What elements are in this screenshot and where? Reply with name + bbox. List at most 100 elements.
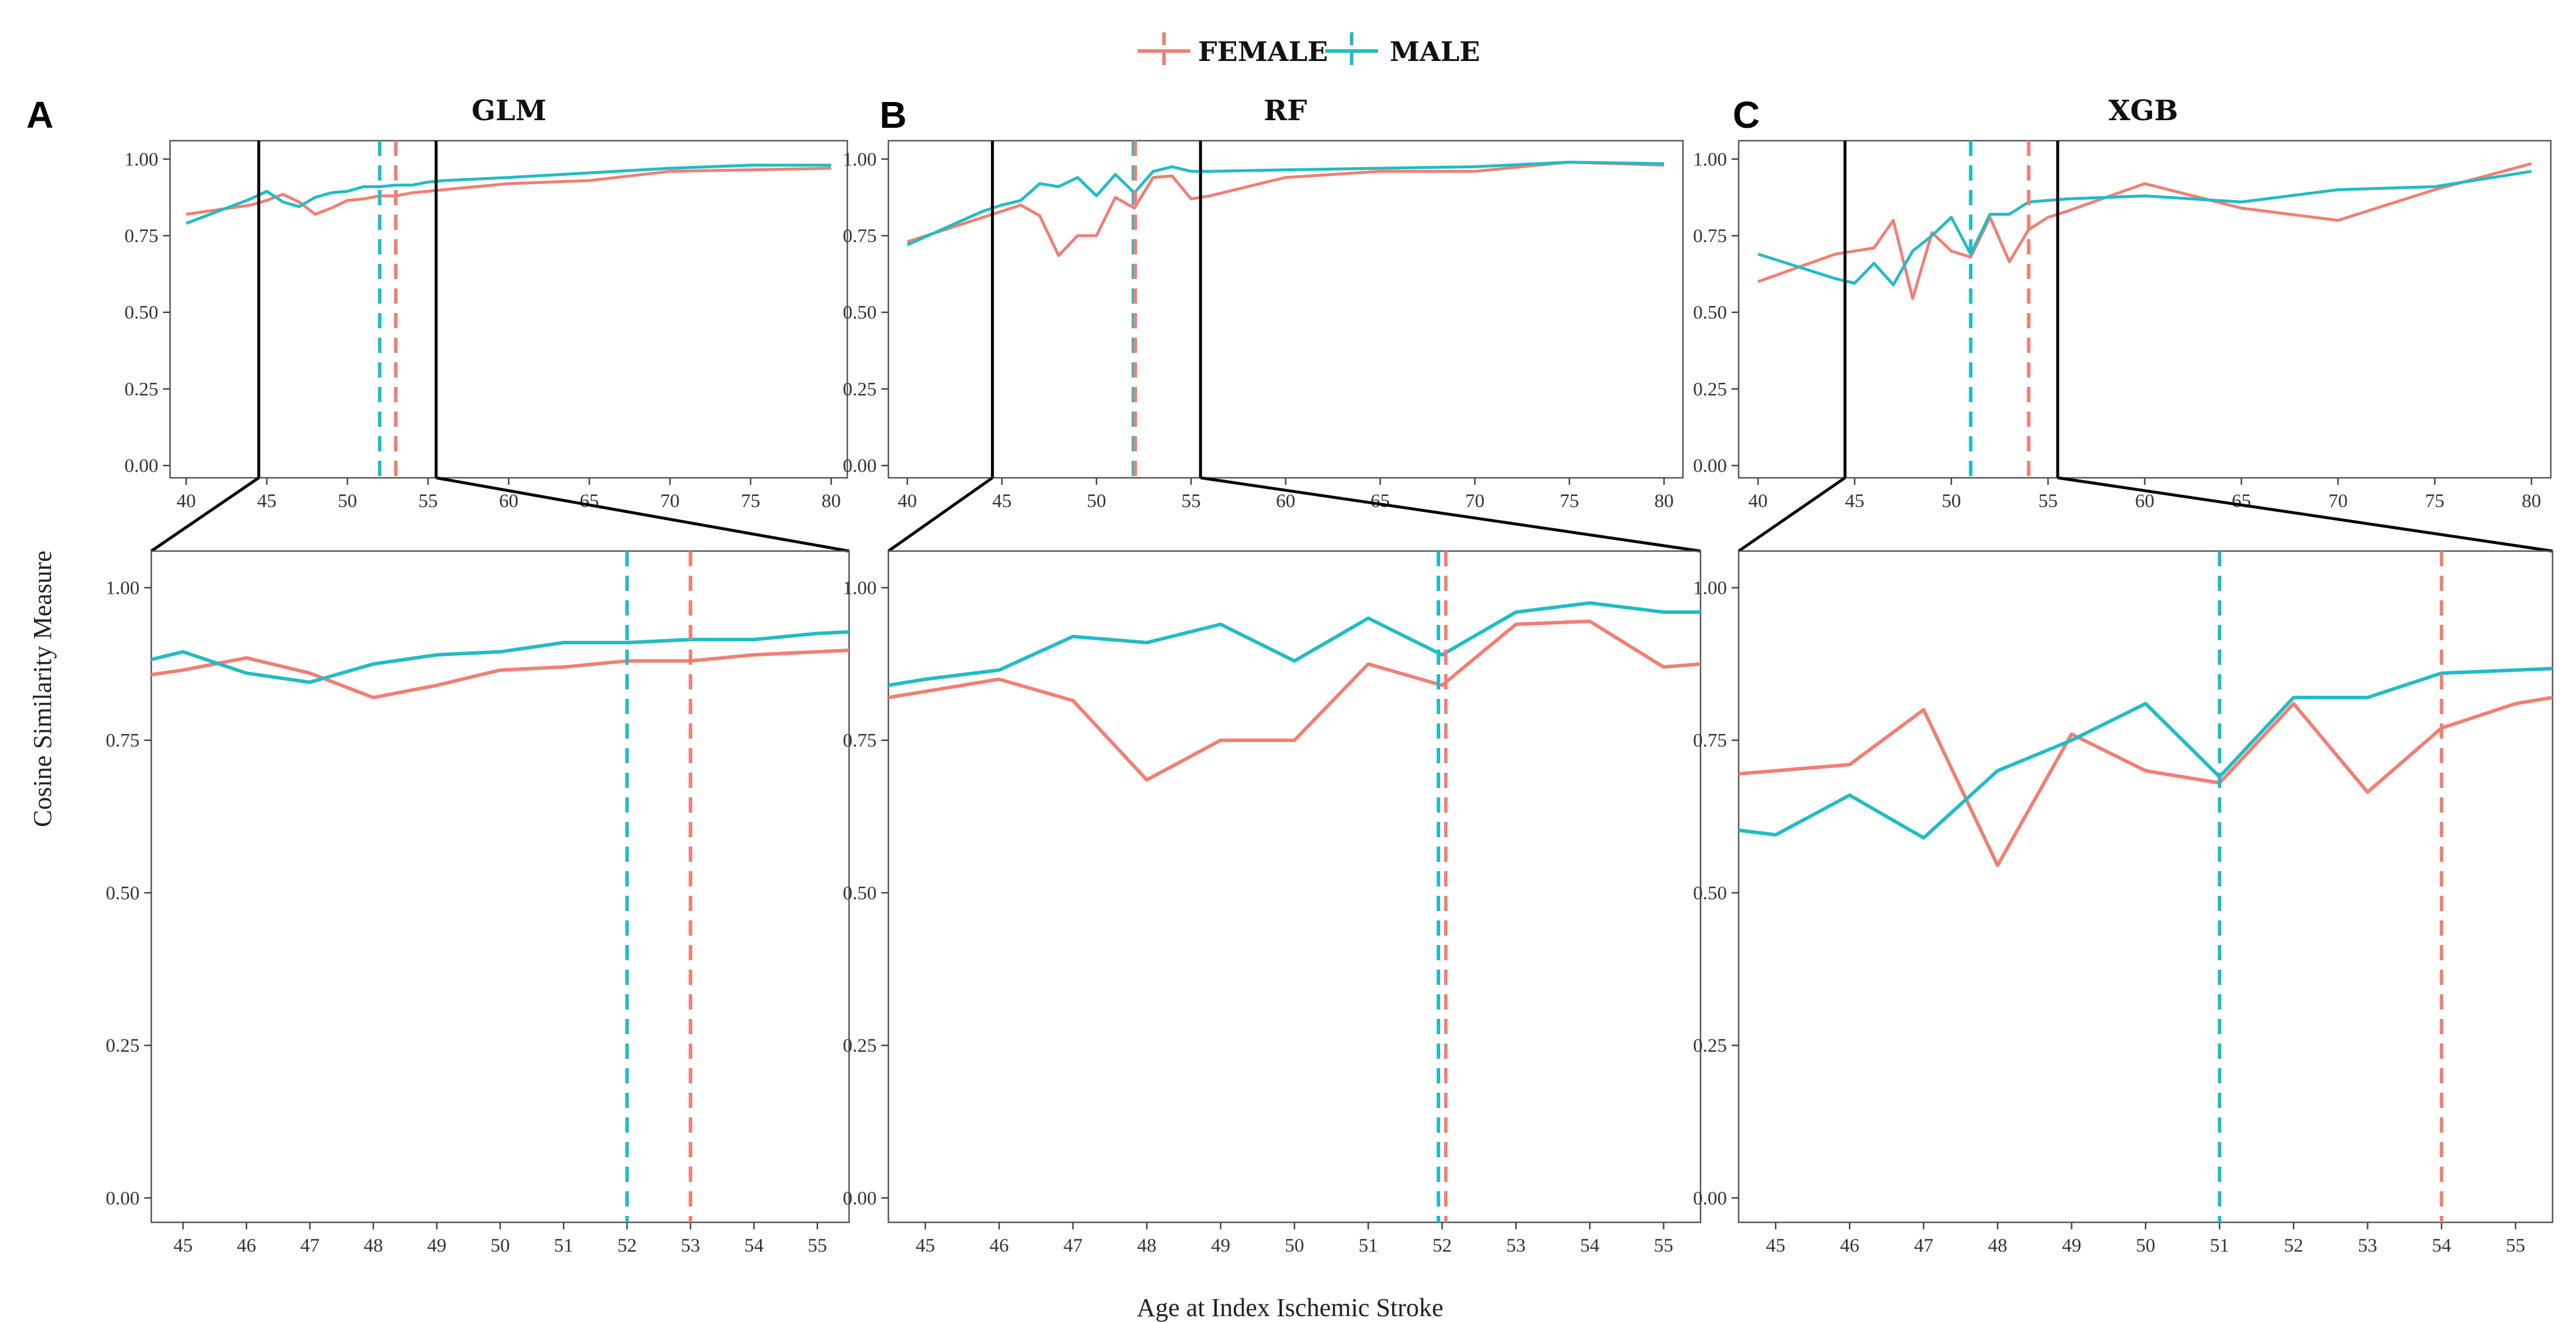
overview-xtick-label: 70 [1465, 491, 1485, 512]
overview-xtick-label: 65 [1370, 491, 1390, 512]
zoom-xtick-label: 54 [2432, 1235, 2451, 1256]
overview-xtick-label: 50 [338, 491, 357, 512]
overview-xtick-label: 55 [1182, 491, 1201, 512]
overview-line-male [907, 161, 1664, 246]
zoom-xtick-label: 49 [2062, 1235, 2081, 1256]
overview-ytick-label: 0.00 [843, 456, 877, 477]
zoom-ytick-label: 0.00 [106, 1188, 140, 1209]
zoom-ytick-label: 0.75 [843, 730, 877, 752]
zoom-xtick-label: 50 [2136, 1235, 2156, 1256]
zoom-xtick-label: 55 [1654, 1235, 1674, 1256]
zoom-ytick-label: 0.25 [843, 1035, 877, 1056]
zoom-ytick-label: 0.25 [106, 1035, 140, 1056]
panel-title: GLM [471, 94, 547, 127]
overview-xtick-label: 65 [2232, 491, 2251, 512]
zoom-xtick-label: 55 [2506, 1235, 2525, 1256]
zoom-xtick-label: 47 [300, 1235, 320, 1256]
overview-xtick-label: 45 [992, 491, 1012, 512]
zoom-ytick-label: 0.50 [843, 883, 877, 904]
x-axis-label: Age at Index Ischemic Stroke [1137, 1293, 1444, 1322]
panel-letter: C [1733, 94, 1760, 136]
zoom-ytick-label: 0.75 [1693, 730, 1727, 752]
overview-ytick-label: 1.00 [124, 149, 158, 170]
overview-xtick-label: 55 [419, 491, 438, 512]
overview-xtick-label: 45 [1845, 491, 1864, 512]
overview-ytick-label: 0.75 [124, 226, 158, 247]
zoom-xtick-label: 46 [1840, 1235, 1859, 1256]
zoom-series-group [1739, 667, 2553, 868]
zoom-line-male [888, 601, 1701, 688]
legend: FEMALE MALE [1138, 32, 1480, 70]
overview-xtick-label: 65 [580, 491, 599, 512]
overview-xtick-label: 55 [2038, 491, 2058, 512]
overview-xtick-label: 40 [177, 491, 196, 512]
overview-xtick-label: 70 [2329, 491, 2348, 512]
zoom-frame [887, 550, 1702, 1224]
zoom-xtick-label: 55 [807, 1235, 827, 1256]
overview-ytick-label: 0.25 [1693, 379, 1727, 400]
zoom-xtick-label: 51 [1359, 1235, 1378, 1256]
legend-male-label: MALE [1390, 36, 1480, 67]
overview-xtick-label: 80 [1654, 491, 1674, 512]
overview-series-group [907, 161, 1664, 257]
overview-xtick-label: 75 [741, 491, 761, 512]
zoom-xtick-label: 50 [491, 1235, 510, 1256]
overview-xtick-label: 80 [822, 491, 841, 512]
overview-xtick-label: 80 [2522, 491, 2541, 512]
overview-ytick-label: 0.50 [124, 303, 158, 324]
overview-frame [169, 140, 849, 479]
zoom-ytick-label: 1.00 [1693, 577, 1727, 599]
zoom-line-female [888, 619, 1701, 782]
zoom-xtick-label: 50 [1285, 1235, 1304, 1256]
panel-letter: A [26, 94, 53, 136]
overview-xtick-label: 60 [2135, 491, 2154, 512]
zoom-series-group [151, 630, 849, 699]
zoom-line-female [151, 648, 849, 699]
overview-line-male [185, 164, 831, 225]
panel-c: C XGB 0.00 0.25 0.50 0.75 1.00 40 45 50 55 60 65 70 75… [1693, 94, 2554, 1256]
overview-ytick-label: 0.00 [124, 456, 158, 477]
panel-title: RF [1264, 94, 1307, 127]
zoom-xtick-label: 48 [1988, 1235, 2007, 1256]
zoom-ytick-label: 0.50 [1693, 883, 1727, 904]
overview-xtick-label: 75 [1560, 491, 1579, 512]
zoom-frame [1737, 550, 2554, 1224]
zoom-line-female [1739, 695, 2553, 868]
zoom-ytick-label: 1.00 [106, 577, 140, 599]
zoom-xtick-label: 45 [915, 1235, 935, 1256]
zoom-xtick-label: 46 [989, 1235, 1009, 1256]
zoom-ytick-label: 0.00 [843, 1188, 877, 1209]
zoom-ytick-label: 0.75 [106, 730, 140, 752]
overview-ytick-label: 0.00 [1693, 456, 1727, 477]
panel-title: XGB [2109, 94, 2178, 127]
y-axis-label: Cosine Similarity Measure [28, 550, 57, 827]
overview-xtick-label: 40 [1748, 491, 1767, 512]
panel-a: A GLM 0.00 0.25 0.50 0.75 1.00 40 45 50 55 60 65 70 75… [26, 94, 850, 1256]
zoom-xtick-label: 49 [427, 1235, 446, 1256]
zoom-xtick-label: 45 [174, 1235, 193, 1256]
zoom-connector-left [887, 476, 993, 553]
overview-xtick-label: 50 [1942, 491, 1961, 512]
zoom-connector-right [436, 476, 850, 553]
overview-ytick-label: 1.00 [843, 149, 877, 170]
zoom-xtick-label: 51 [554, 1235, 573, 1256]
overview-line-female [907, 161, 1664, 257]
overview-ytick-label: 0.25 [843, 379, 877, 400]
overview-xtick-label: 70 [660, 491, 680, 512]
panel-b: B RF 0.00 0.25 0.50 0.75 1.00 40 45 50 55 60 65 70 75 8… [843, 94, 1702, 1256]
overview-ytick-label: 1.00 [1693, 149, 1727, 170]
overview-xtick-label: 75 [2425, 491, 2445, 512]
overview-frame [887, 140, 1684, 479]
overview-ytick-label: 0.50 [843, 303, 877, 324]
overview-ytick-label: 0.75 [1693, 226, 1727, 247]
zoom-series-group [888, 601, 1701, 782]
zoom-xtick-label: 46 [237, 1235, 256, 1256]
zoom-connector-left [1737, 476, 1846, 553]
zoom-xtick-label: 51 [2210, 1235, 2229, 1256]
zoom-xtick-label: 53 [1506, 1235, 1526, 1256]
zoom-line-male [1739, 667, 2553, 840]
overview-ytick-label: 0.50 [1693, 303, 1727, 324]
zoom-connector-right [1200, 476, 1701, 553]
zoom-xtick-label: 48 [1137, 1235, 1156, 1256]
